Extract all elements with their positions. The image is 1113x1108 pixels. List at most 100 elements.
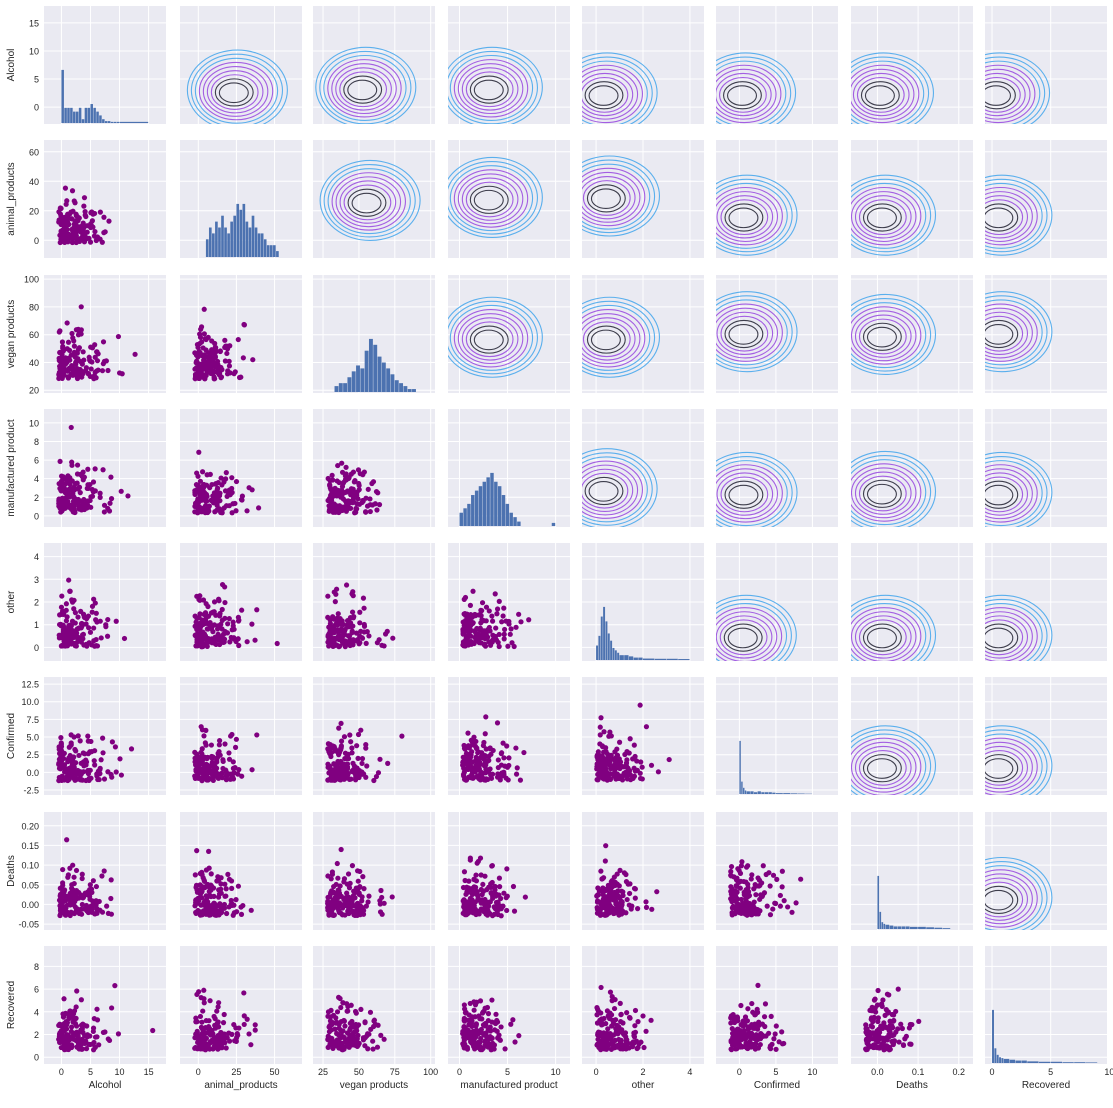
kde-contour	[584, 476, 624, 506]
scatter-point	[65, 910, 71, 916]
hist-bar	[386, 368, 391, 392]
scatter-point	[501, 626, 508, 633]
scatter-point	[81, 496, 87, 503]
scatter-point	[608, 752, 614, 758]
scatter-point	[504, 893, 510, 899]
scatter-point	[99, 873, 105, 879]
scatter-point	[603, 758, 610, 764]
hist-bar	[381, 362, 386, 392]
kde-contour	[339, 180, 397, 224]
scatter-point	[339, 460, 345, 466]
scatter-point	[462, 643, 468, 649]
scatter-point	[471, 734, 477, 740]
scatter-point	[489, 879, 495, 886]
kde-contour	[582, 167, 646, 227]
scatter-point	[87, 896, 93, 902]
kde-contour	[985, 602, 1043, 661]
scatter-point	[60, 642, 66, 648]
scatter-point	[338, 846, 344, 853]
scatter-point	[475, 774, 481, 780]
scatter-point	[222, 358, 228, 364]
scatter-point	[218, 475, 224, 481]
xtick-label: 0	[59, 1067, 64, 1077]
kde-contour	[851, 598, 932, 661]
kde-contour	[860, 81, 900, 110]
scatter-point	[643, 899, 649, 905]
scatter-point	[603, 843, 609, 849]
hist-bar	[612, 647, 615, 660]
hist-bar	[497, 486, 502, 526]
kde-contour	[202, 65, 269, 117]
scatter-point	[57, 365, 63, 371]
kde-contour	[851, 60, 925, 124]
scatter-point	[637, 702, 643, 708]
kde-contour	[985, 299, 1043, 366]
scatter-point	[150, 1027, 156, 1034]
scatter-point	[200, 597, 207, 603]
scatter-point	[632, 1023, 638, 1029]
scatter-point	[202, 633, 209, 639]
scatter-point	[597, 724, 603, 730]
scatter-point	[347, 732, 353, 738]
scatter-point	[68, 893, 74, 899]
scatter-point	[76, 484, 82, 491]
kde-contour	[985, 873, 1033, 925]
ytick-label: -2.5	[23, 786, 39, 796]
kde-contour	[716, 451, 798, 527]
kde-contour	[716, 611, 778, 661]
scatter-point	[487, 766, 493, 772]
kde-contour	[582, 176, 636, 220]
scatter-point	[501, 636, 507, 642]
xtick-label: 0	[594, 1067, 599, 1077]
scatter-point	[60, 475, 66, 481]
scatter-point	[216, 912, 222, 918]
scatter-point	[361, 623, 368, 629]
scatter-point	[500, 740, 506, 746]
scatter-point	[215, 631, 221, 637]
scatter-point	[505, 777, 511, 783]
scatter-point	[486, 608, 492, 614]
scatter-point	[205, 603, 211, 610]
scatter-point	[522, 894, 528, 900]
scatter-point	[193, 503, 199, 509]
ytick-label: -0.05	[18, 920, 39, 930]
scatter-point	[608, 733, 614, 739]
scatter-point	[345, 908, 351, 914]
kde-contour	[716, 195, 774, 239]
kde-contour	[985, 754, 1019, 783]
scatter-point	[355, 1022, 362, 1028]
scatter-point	[479, 1010, 486, 1016]
xlabel: manufactured product	[460, 1080, 558, 1091]
scatter-point	[81, 203, 87, 209]
hist-bar	[403, 386, 408, 392]
scatter-point	[229, 885, 235, 891]
scatter-point	[477, 855, 484, 861]
scatter-point	[370, 1038, 376, 1044]
scatter-point	[81, 763, 87, 769]
scatter-point	[73, 867, 80, 874]
scatter-point	[469, 886, 475, 892]
scatter-point	[71, 880, 77, 887]
kde-contour	[582, 68, 639, 120]
hist-bar	[775, 793, 783, 794]
ytick-label: 0	[34, 236, 39, 246]
kde-contour	[582, 56, 653, 124]
scatter-point	[200, 1046, 206, 1052]
kde-contour	[473, 189, 504, 211]
scatter-point	[763, 871, 769, 878]
scatter-point	[199, 1019, 205, 1025]
scatter-point	[619, 888, 625, 894]
kde-contour	[716, 182, 788, 249]
kde-contour	[339, 71, 388, 108]
scatter-point	[63, 504, 69, 510]
hist-bar	[607, 633, 610, 660]
ytick-label: 80	[29, 302, 39, 312]
scatter-point	[217, 498, 223, 504]
scatter-point	[472, 611, 478, 618]
scatter-point	[336, 994, 342, 1000]
hist-bar	[474, 490, 479, 526]
scatter-point	[226, 750, 232, 756]
xlabel: animal_products	[204, 1080, 277, 1091]
scatter-point	[204, 643, 210, 650]
scatter-point	[233, 1025, 239, 1031]
